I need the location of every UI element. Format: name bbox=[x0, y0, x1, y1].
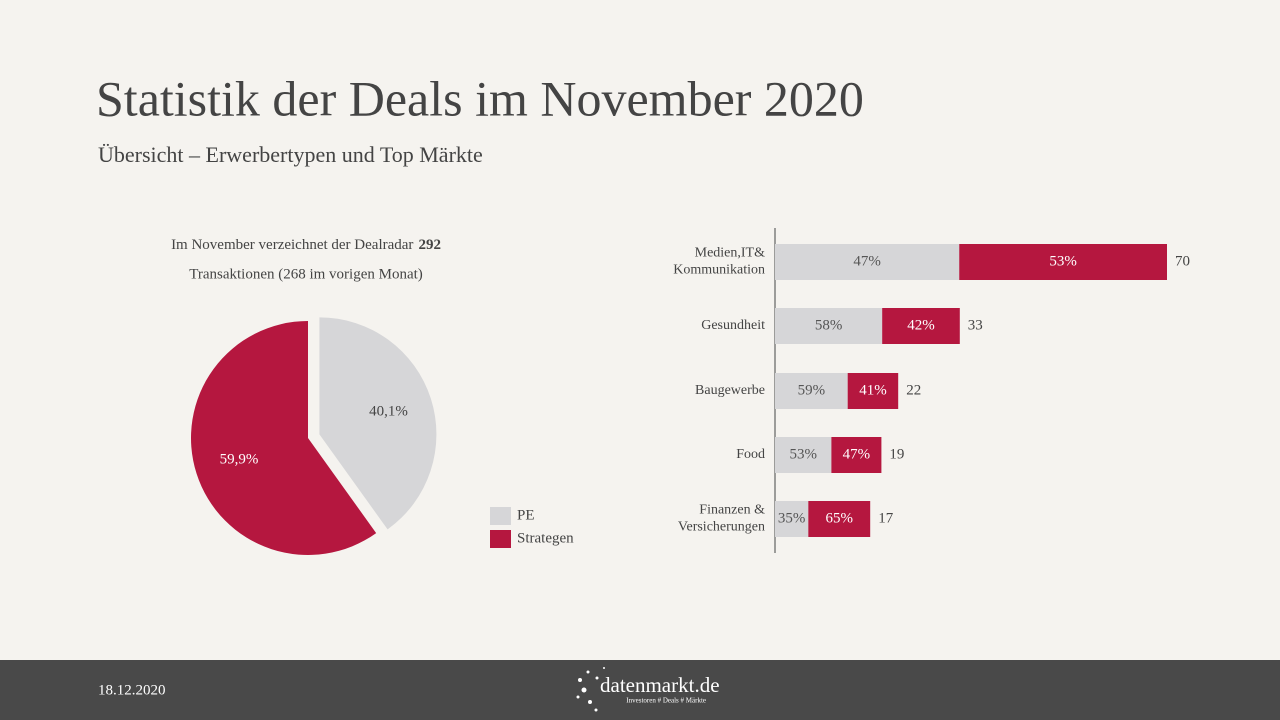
legend-swatch bbox=[490, 530, 511, 548]
bar-value-label: 53% bbox=[789, 446, 817, 462]
legend-label: PE bbox=[517, 507, 535, 523]
bar-total-label: 33 bbox=[968, 317, 983, 333]
category-label: Versicherungen bbox=[678, 520, 765, 535]
pie-annotation: Im November verzeichnet der Dealradar 292 bbox=[171, 237, 441, 253]
bar-value-label: 65% bbox=[826, 510, 854, 526]
slide-subtitle: Übersicht – Erwerbertypen und Top Märkte bbox=[98, 142, 483, 167]
bar-segment bbox=[775, 244, 960, 280]
pie-value-label: 59,9% bbox=[220, 452, 259, 468]
bar-segment bbox=[775, 437, 832, 473]
category-label: Medien,IT& bbox=[695, 246, 765, 261]
bar-value-label: 53% bbox=[1049, 253, 1077, 269]
pie-slice bbox=[191, 321, 377, 555]
bar-segment bbox=[775, 373, 848, 409]
bar-segment bbox=[775, 501, 809, 537]
bar-total-label: 17 bbox=[878, 510, 894, 526]
pie-slice bbox=[319, 317, 437, 530]
bar-segment bbox=[882, 308, 960, 344]
category-label: Gesundheit bbox=[701, 318, 765, 333]
footer-logo: datenmarkt.de bbox=[600, 673, 720, 697]
pie-annotation: Transaktionen (268 im vorigen Monat) bbox=[189, 266, 423, 282]
bar-segment bbox=[959, 244, 1167, 280]
bar-total-label: 19 bbox=[889, 446, 904, 462]
category-label: Finanzen & bbox=[699, 503, 765, 518]
slide-title: Statistik der Deals im November 2020 bbox=[96, 70, 864, 126]
bar-segment bbox=[775, 308, 883, 344]
bar-value-label: 42% bbox=[907, 317, 935, 333]
legend-swatch bbox=[490, 507, 511, 525]
logo-dots bbox=[576, 667, 605, 712]
bar-segment bbox=[831, 437, 882, 473]
bar-value-label: 59% bbox=[798, 382, 826, 398]
pie-value-label: 40,1% bbox=[369, 404, 408, 420]
annotation-text: Im November verzeichnet der Dealradar bbox=[171, 237, 413, 253]
bar-value-label: 47% bbox=[843, 446, 871, 462]
category-label: Kommunikation bbox=[673, 263, 765, 278]
bar-value-label: 58% bbox=[815, 317, 843, 333]
footer-tagline: Investoren # Deals # Märkte bbox=[626, 697, 706, 705]
bar-total-label: 22 bbox=[906, 382, 921, 398]
bar-segment bbox=[847, 373, 899, 409]
category-label: Food bbox=[736, 447, 765, 462]
annotation-number: 292 bbox=[418, 237, 441, 253]
bar-total-label: 70 bbox=[1175, 253, 1190, 269]
legend-label: Strategen bbox=[517, 530, 574, 546]
bar-value-label: 35% bbox=[778, 510, 806, 526]
bar-segment bbox=[808, 501, 871, 537]
footer-bar bbox=[0, 660, 1280, 720]
bar-value-label: 47% bbox=[853, 253, 881, 269]
category-label: Baugewerbe bbox=[695, 383, 765, 398]
footer-date: 18.12.2020 bbox=[98, 682, 166, 698]
bar-value-label: 41% bbox=[859, 382, 887, 398]
